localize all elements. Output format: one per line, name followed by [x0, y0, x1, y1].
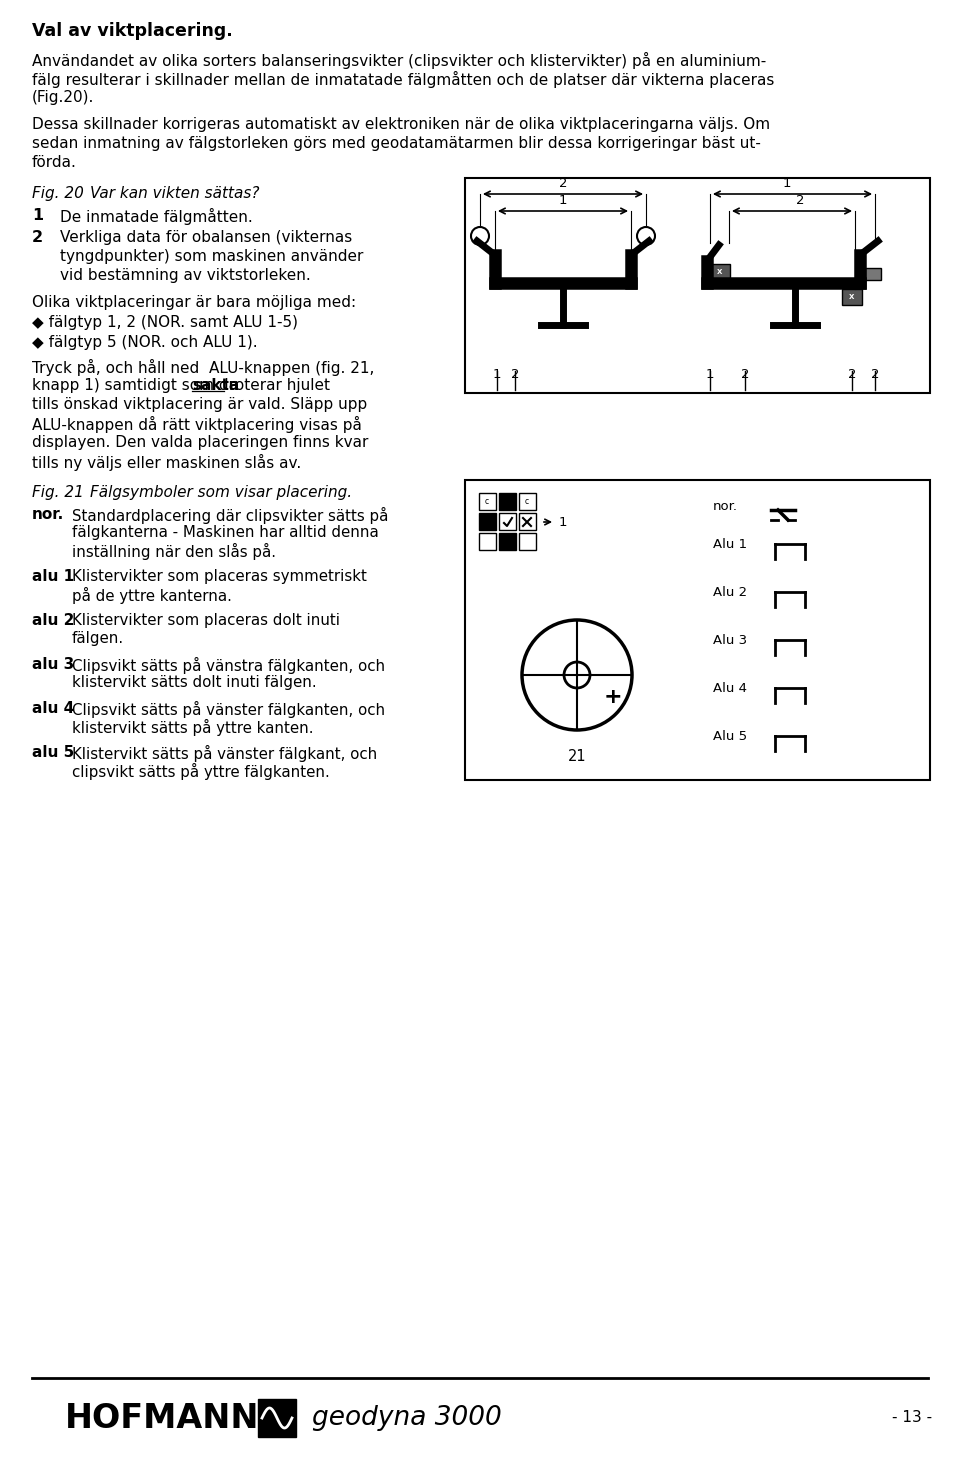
Text: sakta: sakta	[192, 378, 239, 393]
Text: 1: 1	[782, 177, 791, 190]
Text: tyngdpunkter) som maskinen använder: tyngdpunkter) som maskinen använder	[60, 249, 364, 263]
Text: 1: 1	[706, 368, 714, 381]
Text: sedan inmatning av fälgstorleken görs med geodatamätarmen blir dessa korrigering: sedan inmatning av fälgstorleken görs me…	[32, 135, 761, 152]
Bar	[865, 268, 881, 280]
Bar	[465, 178, 930, 393]
Bar	[479, 493, 496, 509]
Text: displayen. Den valda placeringen finns kvar: displayen. Den valda placeringen finns k…	[32, 436, 369, 450]
Bar	[499, 514, 516, 530]
Text: Var kan vikten sättas?: Var kan vikten sättas?	[90, 185, 259, 202]
Text: 1: 1	[559, 515, 567, 528]
Bar	[519, 514, 536, 530]
Text: förda.: förda.	[32, 155, 77, 169]
Text: X: X	[850, 294, 854, 300]
Text: alu 3: alu 3	[32, 657, 74, 673]
Text: 2: 2	[871, 368, 879, 381]
Bar	[258, 1398, 296, 1437]
Text: alu 2: alu 2	[32, 612, 74, 629]
Text: nor.: nor.	[32, 506, 64, 523]
Text: 2: 2	[511, 368, 519, 381]
Text: vid bestämning av viktstorleken.: vid bestämning av viktstorleken.	[60, 268, 311, 283]
Text: tills önskad viktplacering är vald. Släpp upp: tills önskad viktplacering är vald. Släp…	[32, 397, 368, 412]
Text: 21: 21	[567, 749, 587, 764]
Text: Fig. 20: Fig. 20	[32, 185, 84, 202]
Text: alu 4: alu 4	[32, 701, 74, 715]
Text: +: +	[604, 687, 622, 707]
Text: X: X	[717, 269, 723, 275]
Text: 2: 2	[559, 177, 567, 190]
Text: alu 5: alu 5	[32, 745, 74, 760]
Bar	[479, 533, 496, 551]
Text: Fig. 21: Fig. 21	[32, 484, 84, 500]
Text: Standardplacering där clipsvikter sätts på: Standardplacering där clipsvikter sätts …	[72, 506, 389, 524]
Text: på de yttre kanterna.: på de yttre kanterna.	[72, 587, 232, 604]
Text: klistervikt sätts dolt inuti fälgen.: klistervikt sätts dolt inuti fälgen.	[72, 676, 317, 690]
Bar	[842, 289, 862, 305]
Text: tills ny väljs eller maskinen slås av.: tills ny väljs eller maskinen slås av.	[32, 453, 301, 471]
Text: Alu 3: Alu 3	[713, 634, 747, 648]
Text: c: c	[525, 498, 529, 506]
Text: clipsvikt sätts på yttre fälgkanten.: clipsvikt sätts på yttre fälgkanten.	[72, 762, 329, 780]
Text: roterar hjulet: roterar hjulet	[225, 378, 330, 393]
Text: klistervikt sätts på yttre kanten.: klistervikt sätts på yttre kanten.	[72, 718, 314, 736]
Text: 1: 1	[32, 208, 43, 222]
Text: Klistervikt sätts på vänster fälgkant, och: Klistervikt sätts på vänster fälgkant, o…	[72, 745, 377, 762]
Text: fälg resulterar i skillnader mellan de inmatatade fälgmåtten och de platser där : fälg resulterar i skillnader mellan de i…	[32, 71, 775, 88]
Text: Klistervikter som placeras dolt inuti: Klistervikter som placeras dolt inuti	[72, 612, 340, 629]
Text: nor.: nor.	[713, 500, 738, 514]
Text: ◆ fälgtyp 1, 2 (NOR. samt ALU 1-5): ◆ fälgtyp 1, 2 (NOR. samt ALU 1-5)	[32, 315, 298, 330]
Text: 1: 1	[559, 194, 567, 208]
Bar	[499, 533, 516, 551]
Text: 2: 2	[796, 194, 804, 208]
Text: fälgkanterna - Maskinen har alltid denna: fälgkanterna - Maskinen har alltid denna	[72, 526, 379, 540]
Text: Verkliga data för obalansen (vikternas: Verkliga data för obalansen (vikternas	[60, 230, 352, 244]
Text: Clipsvikt sätts på vänster fälgkanten, och: Clipsvikt sätts på vänster fälgkanten, o…	[72, 701, 385, 718]
Text: 1: 1	[492, 368, 501, 381]
Bar	[479, 514, 496, 530]
Text: fälgen.: fälgen.	[72, 631, 124, 646]
Bar	[519, 533, 536, 551]
Text: De inmatade fälgmåtten.: De inmatade fälgmåtten.	[60, 208, 252, 225]
Text: 2: 2	[741, 368, 749, 381]
Bar	[519, 493, 536, 509]
Text: Alu 5: Alu 5	[713, 730, 747, 743]
Text: Alu 2: Alu 2	[713, 586, 747, 599]
Text: inställning när den slås på.: inställning när den slås på.	[72, 543, 276, 559]
Bar	[710, 263, 730, 280]
Text: Dessa skillnader korrigeras automatiskt av elektroniken när de olika viktplaceri: Dessa skillnader korrigeras automatiskt …	[32, 116, 770, 132]
Text: Alu 4: Alu 4	[713, 682, 747, 695]
Text: Användandet av olika sorters balanseringsvikter (clipsvikter och klistervikter) : Användandet av olika sorters balansering…	[32, 52, 766, 69]
Bar	[499, 493, 516, 509]
Text: Tryck på, och håll ned  ALU-knappen (fig. 21,: Tryck på, och håll ned ALU-knappen (fig.…	[32, 359, 374, 375]
Text: - 13 -: - 13 -	[892, 1410, 932, 1425]
Text: alu 1: alu 1	[32, 570, 74, 584]
Bar	[465, 480, 930, 780]
Text: HOFMANN: HOFMANN	[65, 1401, 259, 1435]
Text: Olika viktplaceringar är bara möjliga med:: Olika viktplaceringar är bara möjliga me…	[32, 294, 356, 311]
Text: ◆ fälgtyp 5 (NOR. och ALU 1).: ◆ fälgtyp 5 (NOR. och ALU 1).	[32, 336, 257, 350]
Text: geodyna 3000: geodyna 3000	[312, 1404, 502, 1431]
Text: Fälgsymboler som visar placering.: Fälgsymboler som visar placering.	[90, 484, 352, 500]
Text: 2: 2	[32, 230, 43, 244]
Text: ALU-knappen då rätt viktplacering visas på: ALU-knappen då rätt viktplacering visas …	[32, 417, 362, 433]
Text: Clipsvikt sätts på vänstra fälgkanten, och: Clipsvikt sätts på vänstra fälgkanten, o…	[72, 657, 385, 674]
Text: Val av viktplacering.: Val av viktplacering.	[32, 22, 232, 40]
Text: Alu 1: Alu 1	[713, 537, 747, 551]
Text: (Fig.20).: (Fig.20).	[32, 90, 94, 105]
Text: c: c	[485, 498, 489, 506]
Text: 2: 2	[848, 368, 856, 381]
Text: knapp 1) samtidigt som du: knapp 1) samtidigt som du	[32, 378, 243, 393]
Text: Klistervikter som placeras symmetriskt: Klistervikter som placeras symmetriskt	[72, 570, 367, 584]
